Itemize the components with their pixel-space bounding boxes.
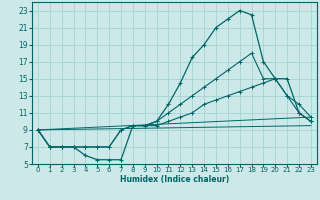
X-axis label: Humidex (Indice chaleur): Humidex (Indice chaleur) <box>120 175 229 184</box>
